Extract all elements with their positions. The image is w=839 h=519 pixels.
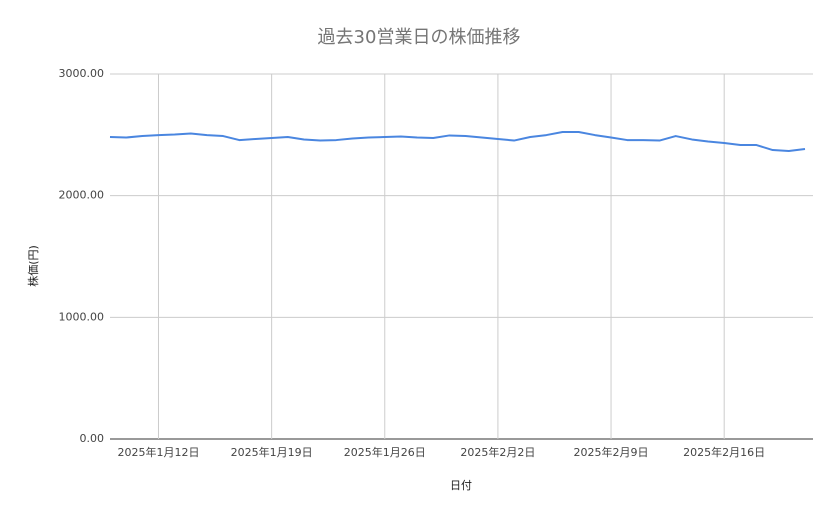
line <box>109 131 806 153</box>
y-tick-label: 0.00 <box>80 432 105 445</box>
chart-title: 過去30営業日の株価推移 <box>318 27 521 48</box>
y-axis-label: 株価(円) <box>26 245 40 287</box>
y-tick-label: 2000.00 <box>59 189 105 202</box>
x-tick-label: 2025年2月9日 <box>574 445 649 459</box>
x-axis-label: 日付 <box>450 479 472 492</box>
y-tick-label: 3000.00 <box>59 67 105 80</box>
y-tick-label: 1000.00 <box>59 310 105 323</box>
x-tick-label: 2025年1月19日 <box>231 445 313 459</box>
x-tick-label: 2025年1月12日 <box>117 445 199 459</box>
x-tick-label: 2025年2月2日 <box>460 445 535 459</box>
x-tick-label: 2025年2月16日 <box>683 445 765 459</box>
x-tick-label: 2025年1月26日 <box>344 445 426 459</box>
